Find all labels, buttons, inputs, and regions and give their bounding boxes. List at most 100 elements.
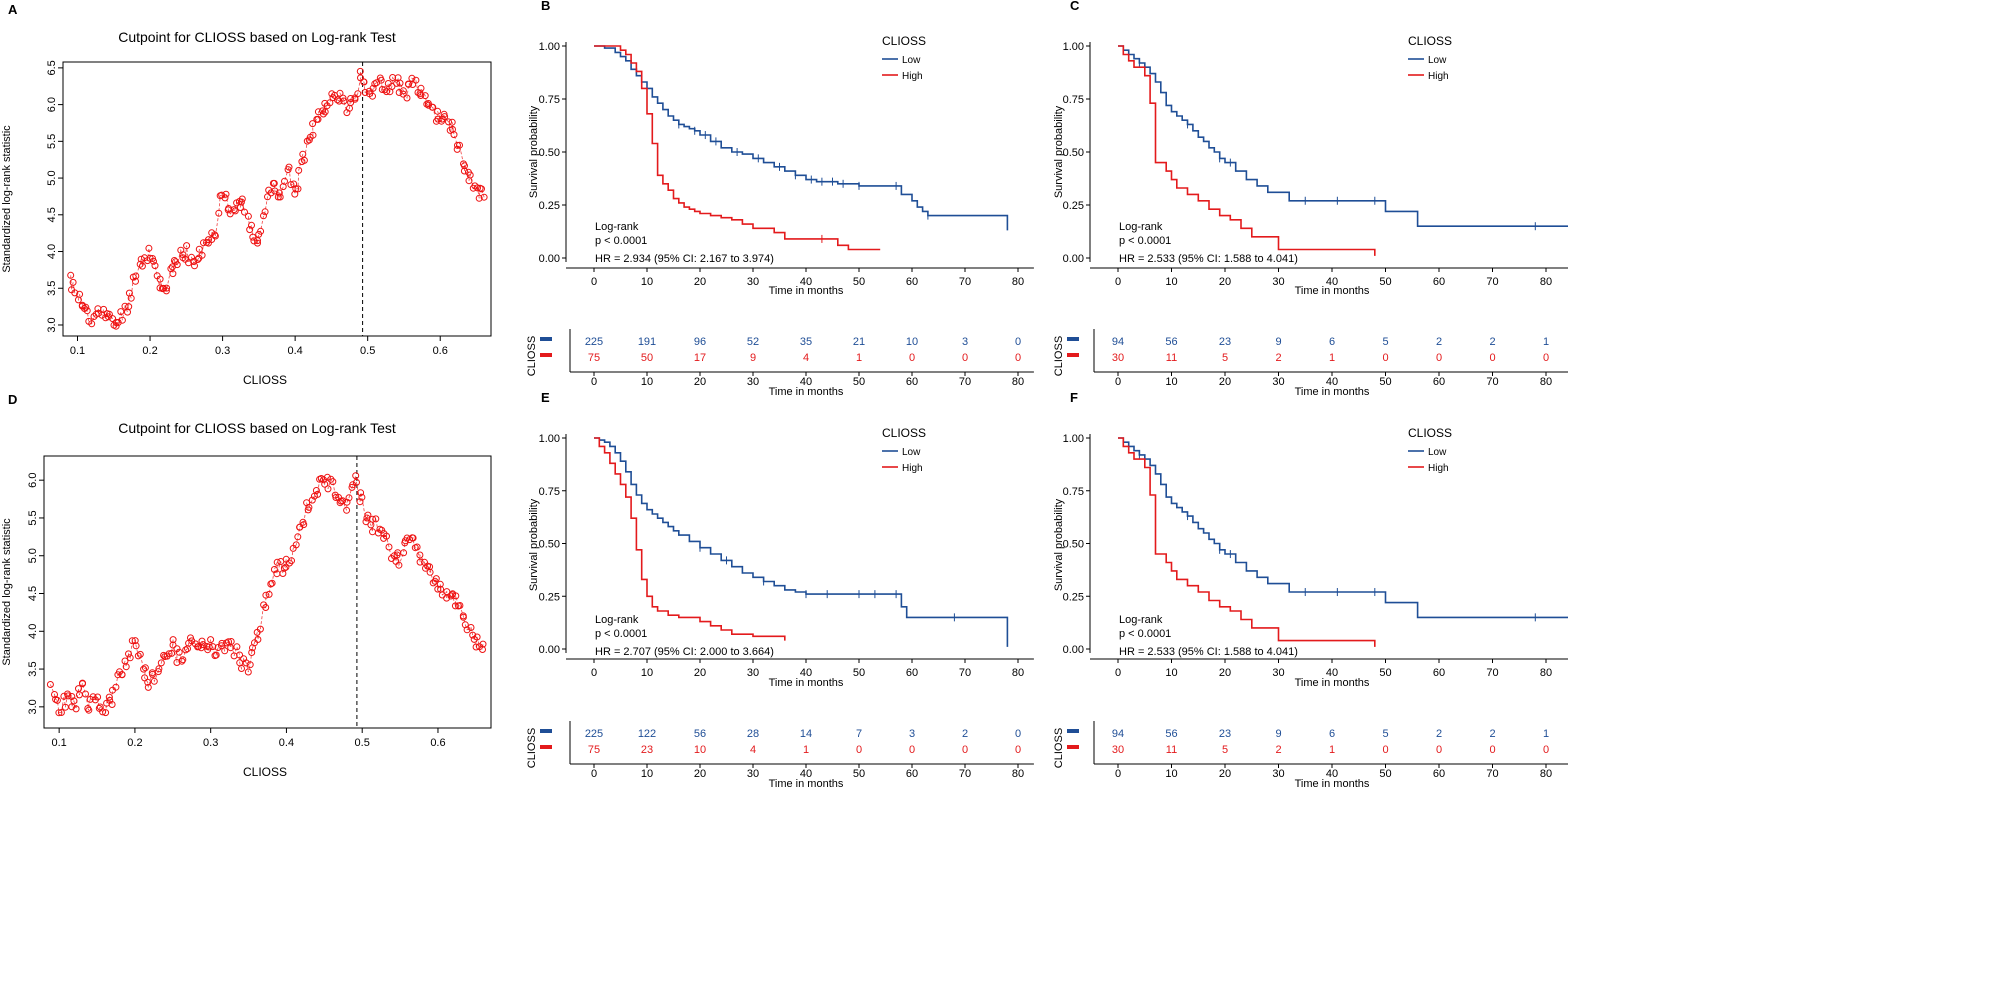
data-point	[236, 204, 244, 211]
data-point	[122, 663, 130, 671]
risk-count-low: 3	[909, 728, 915, 740]
data-point	[185, 259, 192, 267]
data-point	[343, 506, 351, 514]
data-point	[246, 226, 254, 234]
p-value: p < 0.0001	[1119, 235, 1171, 247]
x-tick-label: 50	[853, 667, 865, 679]
risk-x-tick-label: 20	[694, 768, 706, 780]
risk-count-high: 5	[1222, 352, 1228, 364]
risk-count-low: 21	[853, 336, 865, 348]
data-point	[168, 649, 176, 657]
data-point	[155, 665, 163, 673]
legend-label-high: High	[902, 71, 923, 82]
y-tick-label: 3.5	[46, 281, 58, 296]
data-point	[456, 141, 463, 149]
panel-a: A Cutpoint for CLIOSS based on Log-rank T…	[1, 2, 492, 387]
y-tick-label: 0.50	[1063, 539, 1084, 551]
risk-table-x-label: Time in months	[769, 386, 844, 398]
data-point	[273, 558, 281, 566]
risk-x-tick-label: 80	[1012, 376, 1024, 388]
risk-count-high: 1	[1329, 744, 1335, 756]
data-point	[385, 543, 393, 551]
risk-x-tick-label: 80	[1540, 768, 1552, 780]
data-point	[230, 206, 238, 214]
risk-table-row-label: CLIOSS	[526, 728, 538, 768]
risk-count-low: 94	[1112, 728, 1124, 740]
data-point	[436, 580, 444, 588]
data-point	[271, 187, 279, 195]
data-point	[102, 709, 110, 717]
x-tick-label: 20	[1219, 276, 1231, 288]
data-point	[136, 260, 144, 268]
risk-count-high: 75	[588, 744, 600, 756]
data-point	[459, 613, 467, 621]
data-point	[276, 193, 284, 201]
risk-count-high: 0	[856, 744, 862, 756]
data-point	[441, 113, 449, 121]
legend-title: CLIOSS	[1408, 34, 1452, 48]
data-point	[222, 190, 230, 198]
data-point	[132, 272, 140, 280]
data-point	[361, 89, 369, 96]
p-value: p < 0.0001	[595, 628, 647, 640]
data-point	[198, 251, 206, 259]
chart-title: Cutpoint for CLIOSS based on Log-rank Te…	[118, 420, 396, 436]
data-point	[308, 496, 316, 504]
data-point	[479, 640, 487, 648]
risk-count-high: 17	[694, 352, 706, 364]
hazard-ratio: HR = 2.533 (95% CI: 1.588 to 4.041)	[1119, 253, 1298, 265]
risk-x-tick-label: 0	[1115, 376, 1121, 388]
data-point	[408, 534, 416, 542]
data-point	[453, 145, 461, 153]
risk-count-low: 3	[962, 336, 968, 348]
y-tick-label: 5.5	[27, 510, 39, 525]
data-point	[55, 709, 63, 717]
panel-e: E0.000.250.500.751.000 10 20 30 40 50 60 70 80Ti…	[526, 390, 1034, 790]
y-axis-label: Standardized log-rank statistic	[1, 518, 13, 666]
risk-count-high: 4	[750, 744, 756, 756]
data-point	[416, 558, 424, 566]
y-tick-label: 1.00	[539, 41, 560, 53]
data-point	[329, 478, 337, 486]
y-axis-label: Survival probability	[528, 105, 540, 198]
risk-count-low: 56	[1165, 728, 1177, 740]
x-tick-label: 30	[1272, 276, 1284, 288]
data-point	[157, 659, 165, 667]
data-point	[466, 171, 474, 179]
data-point	[76, 290, 84, 298]
risk-x-tick-label: 30	[1272, 768, 1284, 780]
data-point	[183, 242, 191, 250]
risk-x-tick-label: 0	[591, 768, 597, 780]
data-point	[314, 115, 322, 123]
survival-curve-low	[594, 437, 1009, 647]
risk-count-high: 0	[962, 744, 968, 756]
risk-x-tick-label: 70	[959, 768, 971, 780]
data-point	[426, 563, 434, 571]
data-point	[463, 626, 471, 634]
hazard-ratio: HR = 2.533 (95% CI: 1.588 to 4.041)	[1119, 646, 1298, 658]
x-tick-label: 0.4	[287, 345, 302, 357]
hazard-ratio: HR = 2.934 (95% CI: 2.167 to 3.974)	[595, 253, 774, 265]
data-point	[312, 487, 320, 494]
hazard-ratio: HR = 2.707 (95% CI: 2.000 to 3.664)	[595, 646, 774, 658]
data-point	[124, 308, 131, 316]
data-point	[292, 185, 300, 193]
legend-label-low: Low	[1428, 55, 1447, 66]
data-point	[126, 654, 134, 662]
data-point	[70, 697, 78, 705]
data-point	[450, 131, 458, 139]
x-tick-label: 30	[1272, 667, 1284, 679]
x-axis-label: CLIOSS	[243, 765, 287, 779]
risk-x-tick-label: 40	[1326, 768, 1338, 780]
y-tick-label: 0.75	[1063, 94, 1084, 106]
risk-x-tick-label: 40	[800, 376, 812, 388]
risk-x-tick-label: 60	[906, 768, 918, 780]
data-point	[348, 483, 356, 491]
data-point	[199, 641, 207, 649]
x-tick-label: 10	[1165, 276, 1177, 288]
data-point	[215, 209, 223, 217]
data-point	[300, 521, 308, 529]
risk-x-tick-label: 20	[1219, 376, 1231, 388]
x-tick-label: 70	[959, 276, 971, 288]
x-tick-label: 80	[1540, 276, 1552, 288]
